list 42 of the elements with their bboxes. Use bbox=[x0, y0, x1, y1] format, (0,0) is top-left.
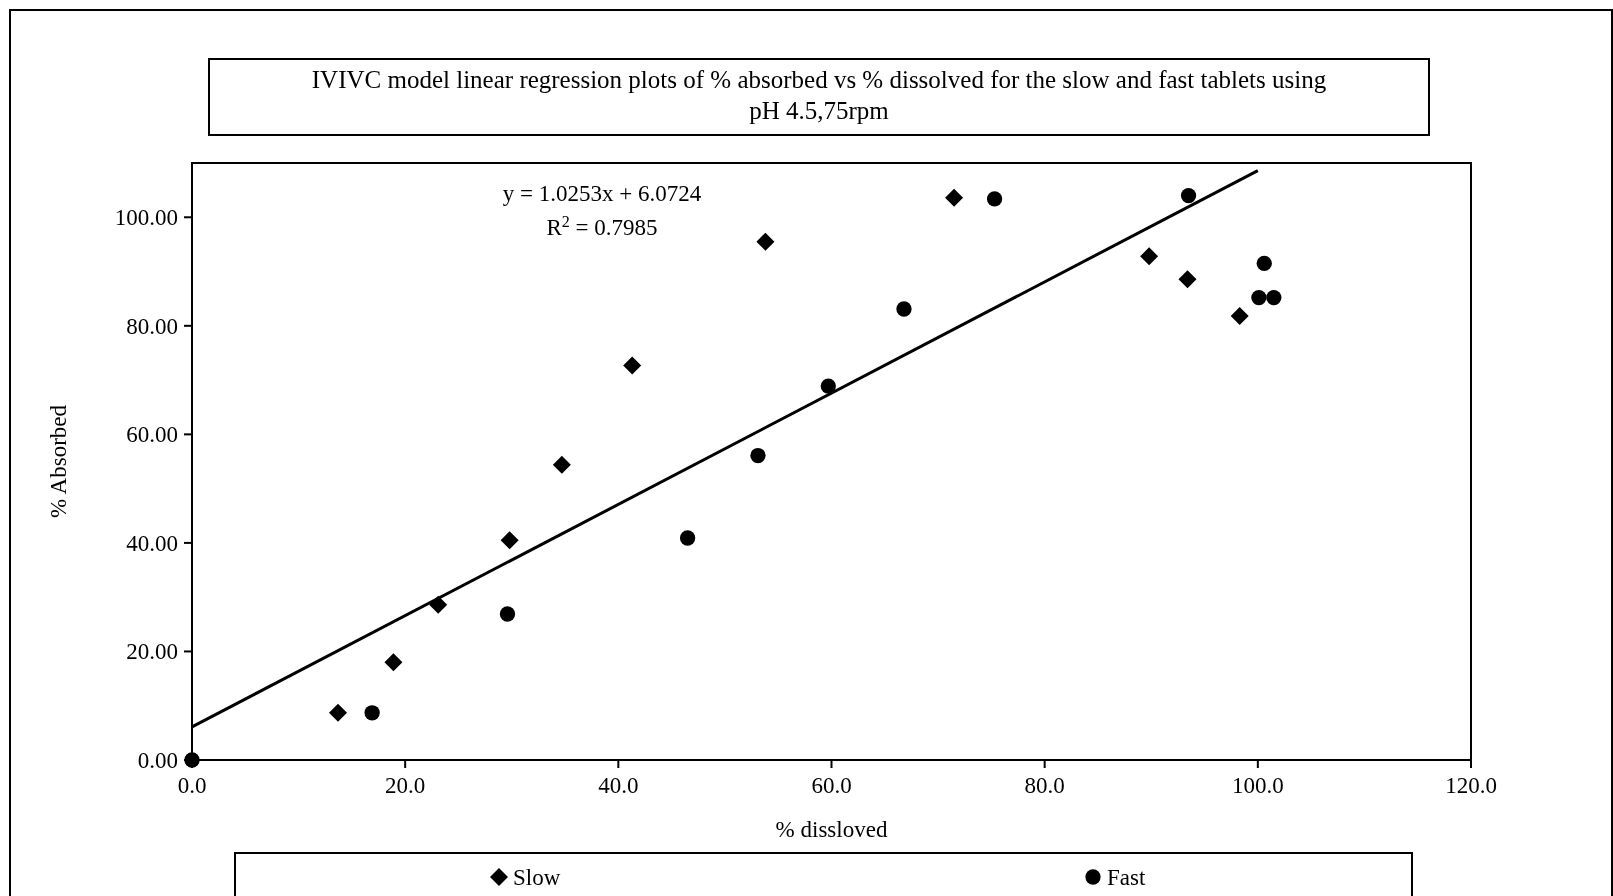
y-tick-label: 100.00 bbox=[114, 205, 178, 231]
point bbox=[1180, 187, 1197, 204]
point bbox=[1256, 255, 1272, 272]
x-tick-label: 0.0 bbox=[177, 773, 207, 798]
y-tick-label: 0.00 bbox=[137, 748, 178, 773]
point bbox=[750, 447, 766, 464]
x-tick-label: 40.0 bbox=[598, 773, 639, 798]
y-tick-label: 80.00 bbox=[126, 313, 178, 339]
x-tick-label: 80.0 bbox=[1024, 773, 1065, 798]
annotation: R$^{2}$ = 0.7985 bbox=[546, 212, 658, 240]
point bbox=[1230, 307, 1249, 326]
x-tick-label: 120.0 bbox=[1445, 773, 1497, 798]
point bbox=[499, 606, 516, 622]
point bbox=[820, 378, 836, 394]
x-tick-label: 20.0 bbox=[385, 773, 426, 798]
point bbox=[364, 705, 380, 721]
x-tick-label: 100.0 bbox=[1231, 773, 1284, 798]
point bbox=[329, 703, 348, 722]
point bbox=[384, 653, 403, 672]
point bbox=[1178, 270, 1197, 289]
point bbox=[1251, 289, 1267, 306]
point bbox=[552, 455, 571, 474]
chart-title: IVIVC model linear regression plots of % absorbed vs % dissolved for the slow and fast tablets using pH 4.5,75rpm bbox=[310, 65, 1328, 126]
y-axis-title: % Absorbed bbox=[46, 404, 71, 519]
y-tick-label: 40.00 bbox=[126, 530, 178, 556]
annotation: y = 1.0253x + 6.0724 bbox=[502, 181, 702, 206]
legend-label: Slow bbox=[513, 865, 561, 890]
point bbox=[184, 752, 200, 768]
legend-label: Fast bbox=[1107, 865, 1146, 890]
x-tick-label: 60.0 bbox=[811, 773, 852, 798]
point bbox=[500, 531, 519, 550]
point bbox=[679, 530, 696, 546]
point bbox=[1266, 289, 1282, 306]
y-tick-label: 60.00 bbox=[126, 422, 178, 448]
point bbox=[756, 232, 775, 251]
y-tick-label: 20.00 bbox=[126, 639, 178, 665]
x-axis-title: % dissloved bbox=[775, 817, 888, 842]
point bbox=[896, 301, 912, 317]
point bbox=[986, 191, 1003, 207]
point bbox=[1140, 247, 1159, 266]
point bbox=[945, 188, 964, 207]
point bbox=[623, 356, 642, 375]
